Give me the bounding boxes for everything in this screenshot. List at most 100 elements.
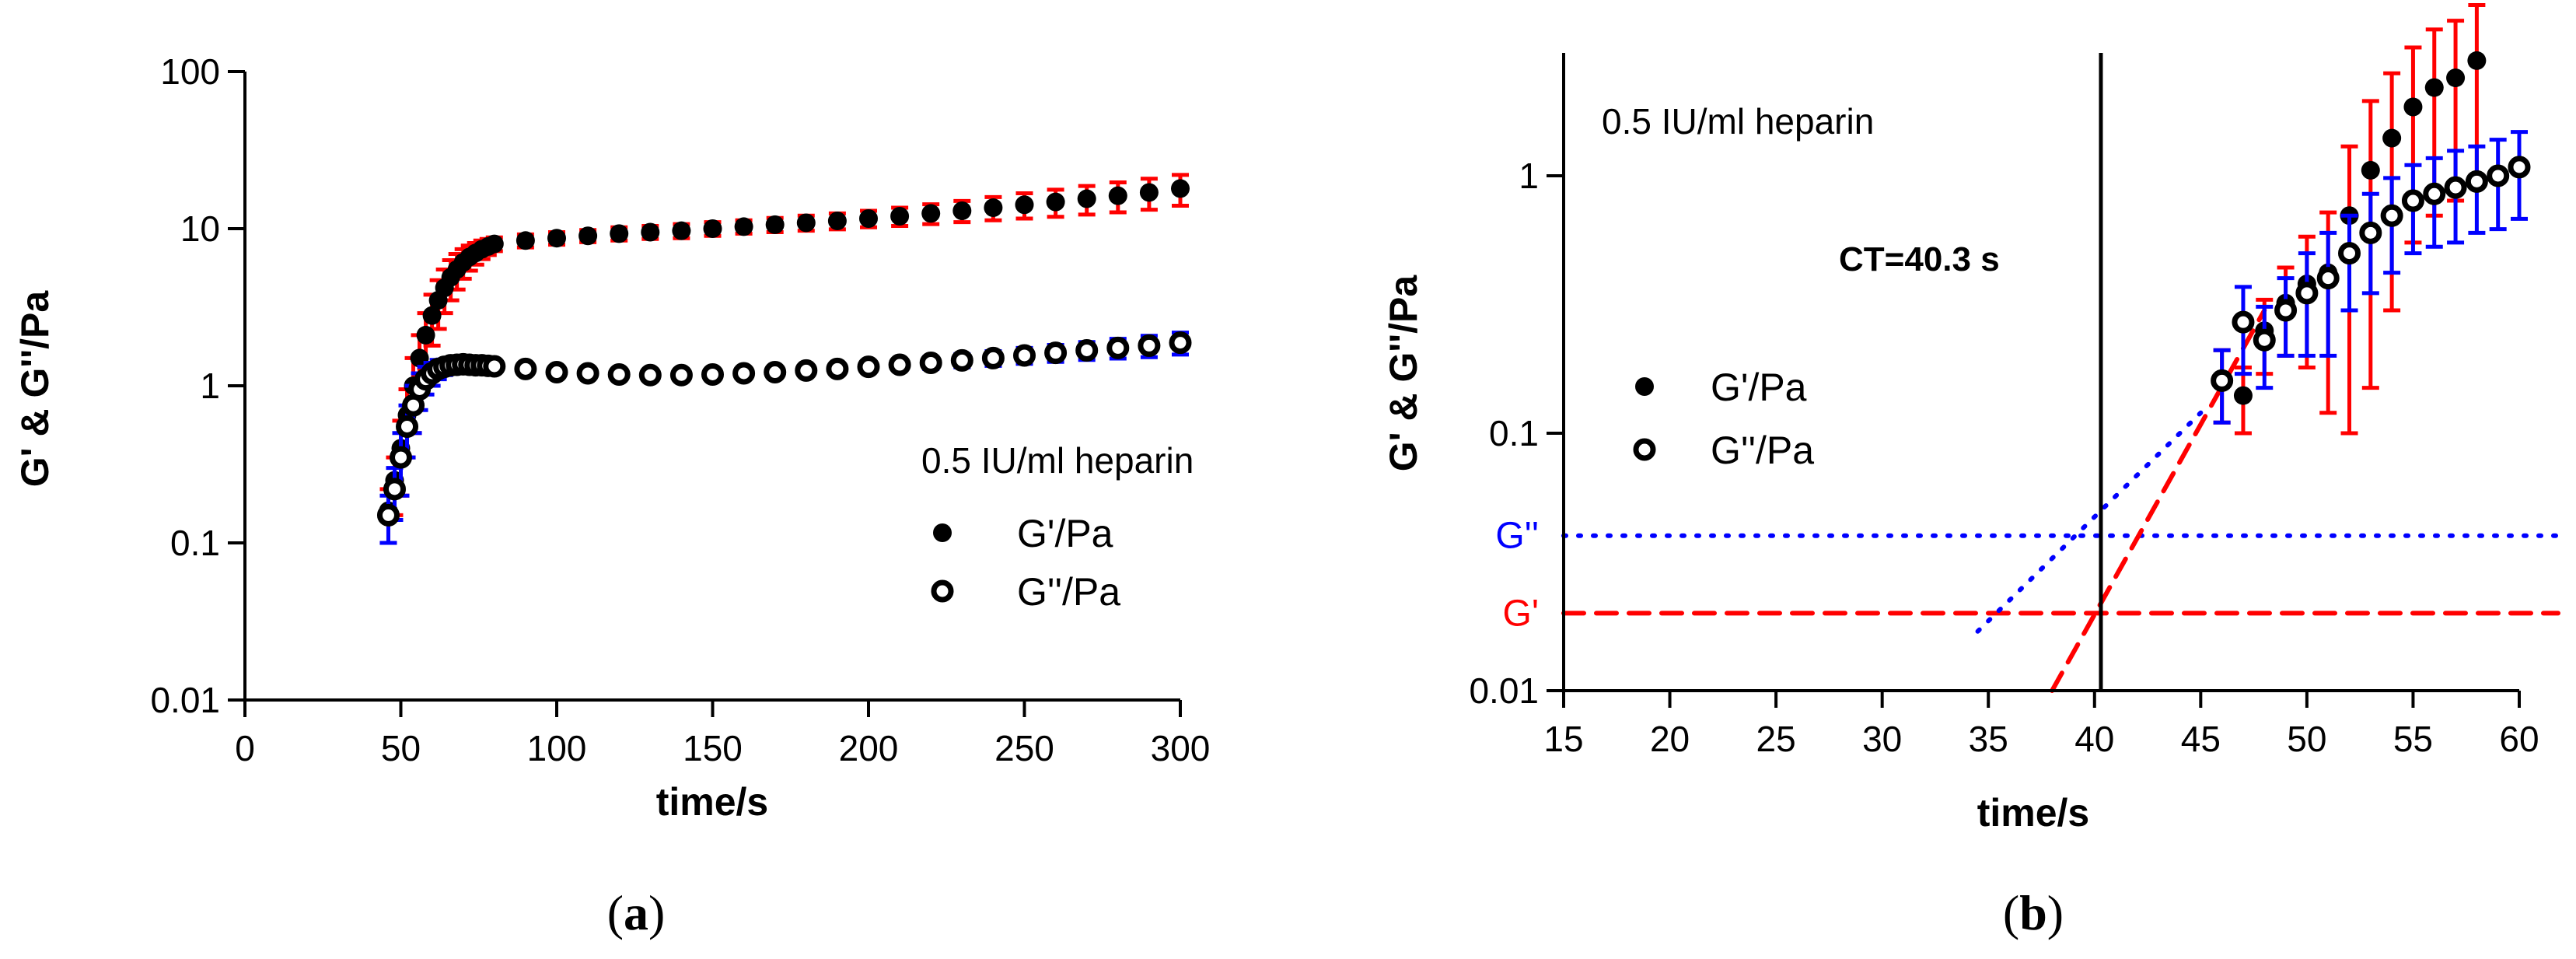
panel-a-point-gdoubleprime [826,357,849,380]
panel-a-point-gprime [984,198,1003,218]
panel-a-point-gprime [641,222,660,242]
panel-b-y-tick-label: 0.01 [1469,670,1539,711]
panel-a-point-gdoubleprime [1013,344,1036,367]
panel-b-point-gdoubleprime [2508,156,2531,179]
panel-a-point-gprime [703,219,722,238]
panel-b-legend: G'/Pa G''/Pa [1633,366,1814,472]
panel-a-x-tick-label: 200 [839,728,899,768]
panel-b-x-tick-label: 25 [1756,719,1796,759]
panel-a-point-gdoubleprime [1138,334,1161,357]
panel-a-legend-marker-gprime [933,523,952,542]
panel-a-point-gdoubleprime [764,361,787,384]
panel-a-point-gdoubleprime [950,348,973,372]
panel-a-point-gprime [1046,192,1065,212]
panel-a-point-gprime [1139,183,1159,202]
panel-a-point-gprime [610,224,629,243]
panel-b-point-gprime [2382,128,2402,148]
panel-a-point-gdoubleprime [607,362,631,386]
panel-b-series-gdoubleprime [2211,130,2531,425]
panel-b-heparin-label: 0.5 IU/ml heparin [1602,101,1874,142]
panel-a-point-gprime [1108,186,1127,205]
panel-a-point-gdoubleprime [795,359,818,382]
panel-a-legend-marker-gdoubleprime [931,579,954,603]
panel-b-x-tick-label: 60 [2499,719,2539,759]
panel-b-point-gprime [2233,386,2253,405]
panel-a-point-gdoubleprime [669,363,693,387]
panel-a-y-axis-title: G' & G''/Pa [13,290,57,488]
panel-b-point-gdoubleprime [2338,242,2361,265]
panel-a-point-gdoubleprime [701,362,724,386]
panel-a-point-gdoubleprime [396,415,419,438]
panel-b-point-gdoubleprime [2274,299,2298,322]
panel-b-point-gdoubleprime [2401,189,2424,212]
panel-b-legend-marker-gprime [1635,377,1654,396]
panel-b-fit-line-gprime [2050,308,2267,693]
panel-b-point-gdoubleprime [2316,267,2340,290]
panel-a-point-gdoubleprime [1169,331,1192,355]
panel-b-point-gdoubleprime [2487,164,2510,187]
panel-b-point-gdoubleprime [2423,182,2446,205]
panel-b-y-tick-label: 0.1 [1489,413,1539,453]
panel-a-x-tick-label: 250 [994,728,1054,768]
panel-b-point-gdoubleprime [2232,310,2255,334]
panel-a-point-gdoubleprime [383,478,406,501]
panel-b-point-gprime [2403,97,2423,117]
panel-a-point-gdoubleprime [888,353,911,376]
panel-b-legend-label-gdoubleprime: G''/Pa [1711,429,1814,472]
panel-a-x-axis-title: time/s [656,780,769,824]
panel-b-x-axis-title: time/s [1977,791,2090,835]
panel-b-point-gdoubleprime [2465,170,2488,193]
panel-a-point-gdoubleprime [981,346,1005,369]
panel-a-label: (a) [607,885,666,940]
panel-b-point-gdoubleprime [2211,369,2234,392]
panel-a-point-gprime [547,229,566,248]
panel-b-x-tick-label: 45 [2181,719,2221,759]
panel-a-point-gprime [859,208,878,228]
panel-b-point-gdoubleprime [2380,204,2403,227]
panel-b-legend-label-gprime: G'/Pa [1711,366,1807,409]
panel-b-x-tick-label: 40 [2074,719,2114,759]
panel-a-series-gdoubleprime [376,331,1192,545]
panel-a-point-gdoubleprime [857,355,880,379]
panel-b-y-axis-title: G' & G''/Pa [1382,275,1425,472]
panel-b-chart: G'' G' 15 20 25 30 35 40 45 50 55 60 0.01 0.1 1 time… [1382,3,2560,940]
panel-b-threshold-label-gprime: G' [1503,593,1540,634]
panel-a-point-gdoubleprime [514,357,537,380]
panel-a-point-gdoubleprime [545,361,568,384]
panel-a-point-gdoubleprime [1106,336,1130,359]
panel-a-point-gprime [1171,179,1190,198]
panel-a-legend-label-gdoubleprime: G''/Pa [1017,570,1120,614]
panel-b-ct-label: CT=40.3 s [1839,240,2000,278]
panel-a-point-gprime [416,325,435,345]
panel-a-point-gprime [890,207,910,226]
panel-a-point-gprime [578,226,598,246]
panel-b-x-tick-label: 50 [2287,719,2326,759]
panel-a-point-gdoubleprime [376,503,400,527]
panel-a-point-gprime [484,234,504,254]
panel-a-x-tick-label: 100 [527,728,587,768]
panel-a-legend-title: 0.5 IU/ml heparin [921,440,1194,481]
panel-b-y-tick-label: 1 [1519,156,1539,196]
panel-a-y-tick-label: 10 [180,208,220,249]
panel-a-y-tick-label: 100 [160,51,220,92]
panel-b-x-tick-label: 20 [1650,719,1690,759]
panel-a-point-gprime [1077,189,1096,208]
panel-b-point-gdoubleprime [2444,176,2467,199]
panel-a-point-gprime [734,217,753,236]
panel-a-point-gdoubleprime [638,363,662,387]
panel-a-point-gdoubleprime [1075,338,1099,362]
panel-b-x-tick-label: 55 [2393,719,2433,759]
panel-b-x-tick-label: 15 [1543,719,1583,759]
panel-a-point-gdoubleprime [390,446,412,469]
panel-a-legend-label-gprime: G'/Pa [1017,512,1113,555]
panel-b-label: (b) [2003,885,2064,940]
panel-a-x-tick-label: 300 [1151,728,1211,768]
panel-a-point-gprime [921,204,941,223]
panel-a-point-gprime [796,213,816,233]
panel-a-legend: 0.5 IU/ml heparin G'/Pa G''/Pa [921,440,1194,614]
panel-a-point-gdoubleprime [1044,341,1068,365]
panel-a-y-tick-label: 0.1 [170,523,220,563]
panel-a-label-letter: a [624,885,648,940]
panel-b-point-gprime [2424,78,2444,97]
